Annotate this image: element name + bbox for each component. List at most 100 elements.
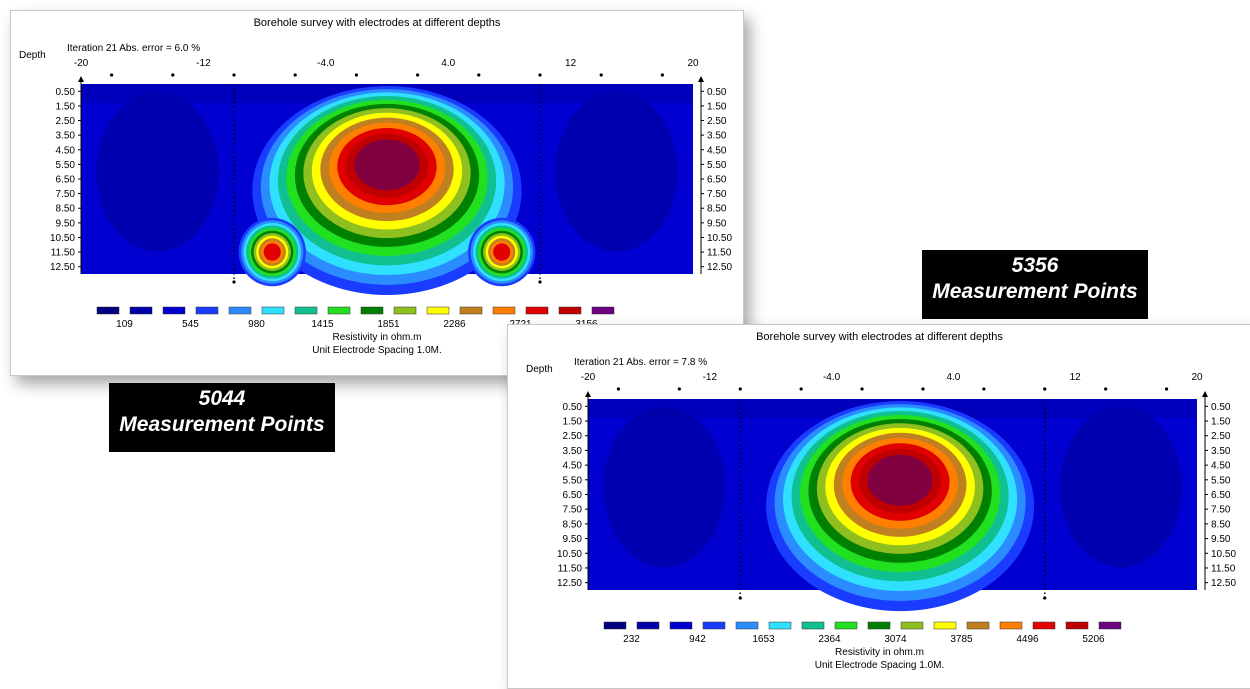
depth-tick-label: 3.50 <box>563 446 583 457</box>
depth-tick-label-right: 10.50 <box>1211 549 1236 560</box>
depth-tick-label-right: 12.50 <box>707 262 732 273</box>
legend-swatch <box>96 306 120 315</box>
legend-value: 109 <box>116 319 133 330</box>
electrode-spacing-label: Unit Electrode Spacing 1.0M. <box>815 660 945 671</box>
measurement-text-1: Measurement Points <box>119 413 325 436</box>
x-tick-label: 4.0 <box>946 372 960 383</box>
legend-value: 3785 <box>950 634 973 645</box>
legend-swatch <box>591 306 615 315</box>
legend-swatch <box>558 306 582 315</box>
resistivity-contour <box>263 243 281 261</box>
depth-tick-label-right: 4.50 <box>1211 461 1231 472</box>
legend-value: 232 <box>623 634 640 645</box>
resistivity-contour <box>493 243 511 261</box>
legend-value: 980 <box>248 319 265 330</box>
electrode-dot <box>677 387 681 391</box>
depth-tick-label: 4.50 <box>56 145 76 156</box>
depth-tick-label-right: 0.50 <box>1211 402 1231 413</box>
x-tick-label: -20 <box>581 372 596 383</box>
depth-tick-label: 6.50 <box>56 175 76 186</box>
x-tick-label: -12 <box>703 372 718 383</box>
legend-swatch <box>900 621 924 630</box>
legend-swatch <box>603 621 627 630</box>
depth-tick-label-right: 8.50 <box>707 204 727 215</box>
legend-swatch <box>360 306 384 315</box>
iteration-label: Iteration 21 Abs. error = 7.8 % <box>574 357 707 368</box>
resistivity-contour <box>867 454 933 506</box>
x-tick-label: -4.0 <box>823 372 841 383</box>
depth-tick-label: 7.50 <box>56 189 76 200</box>
electrode-dot <box>1164 387 1169 391</box>
depth-tick-label-right: 6.50 <box>707 175 727 186</box>
depth-tick-label-right: 4.50 <box>707 145 727 156</box>
background-region <box>1059 406 1182 568</box>
depth-tick-label-right: 3.50 <box>707 131 727 142</box>
depth-tick-label: 9.50 <box>563 534 583 545</box>
legend-value: 3074 <box>884 634 907 645</box>
depth-tick-label-right: 0.50 <box>707 87 727 98</box>
depth-tick-label-right: 3.50 <box>1211 446 1231 457</box>
left-axis-arrow <box>585 391 591 397</box>
borehole-dot <box>1043 596 1047 600</box>
chart-title: Borehole survey with electrodes at diffe… <box>254 17 501 29</box>
background-region <box>603 406 726 568</box>
legend-value: 2364 <box>818 634 841 645</box>
legend-swatch <box>867 621 891 630</box>
depth-tick-label: 2.50 <box>563 431 583 442</box>
depth-tick-label-right: 7.50 <box>1211 505 1231 516</box>
legend-swatch <box>801 621 825 630</box>
electrode-dot <box>738 387 742 391</box>
depth-tick-label-right: 1.50 <box>1211 417 1231 428</box>
depth-tick-label: 11.50 <box>558 563 583 574</box>
legend-swatch <box>933 621 957 630</box>
legend-swatch <box>669 621 693 630</box>
survey-panel-2: Borehole survey with electrodes at diffe… <box>507 324 1250 689</box>
borehole-dot <box>538 280 542 284</box>
legend-swatch <box>525 306 549 315</box>
electrode-dot <box>477 73 481 77</box>
electrode-dot <box>599 73 603 77</box>
depth-tick-label-right: 5.50 <box>707 160 727 171</box>
depth-tick-label: 11.50 <box>51 248 76 259</box>
legend-swatch <box>834 621 858 630</box>
legend-value: 545 <box>182 319 199 330</box>
left-axis-arrow <box>78 76 84 82</box>
depth-tick-label: 10.50 <box>557 549 582 560</box>
electrode-dot <box>416 73 420 77</box>
depth-tick-label-right: 11.50 <box>707 248 732 259</box>
depth-tick-label: 0.50 <box>56 87 76 98</box>
survey-chart-1: Borehole survey with electrodes at diffe… <box>19 17 732 356</box>
legend-swatch <box>261 306 285 315</box>
borehole-dot <box>232 280 236 284</box>
x-tick-label: 12 <box>1070 372 1082 383</box>
borehole-dot <box>738 596 742 600</box>
electrode-dot <box>538 73 542 77</box>
depth-tick-label: 6.50 <box>563 490 583 501</box>
electrode-dot <box>293 73 297 77</box>
depth-tick-label: 12.50 <box>50 262 75 273</box>
depth-tick-label: 1.50 <box>563 417 583 428</box>
legend-swatch <box>636 621 660 630</box>
depth-label: Depth <box>526 364 553 375</box>
depth-tick-label-right: 5.50 <box>1211 475 1231 486</box>
legend-swatch <box>327 306 351 315</box>
depth-tick-label: 0.50 <box>563 402 583 413</box>
x-tick-label: 20 <box>1191 372 1203 383</box>
depth-tick-label-right: 9.50 <box>1211 534 1231 545</box>
depth-tick-label-right: 8.50 <box>1211 519 1231 530</box>
legend-value: 5206 <box>1082 634 1105 645</box>
legend-value: 1415 <box>311 319 334 330</box>
electrode-dot <box>982 387 986 391</box>
legend-swatch <box>1098 621 1122 630</box>
legend-value: 2286 <box>443 319 466 330</box>
legend-swatch <box>426 306 450 315</box>
legend-swatch <box>492 306 516 315</box>
resistivity-label: Resistivity in ohm.m <box>333 332 422 343</box>
depth-tick-label: 12.50 <box>557 578 582 589</box>
depth-tick-label: 5.50 <box>56 160 76 171</box>
electrode-dot <box>1043 387 1047 391</box>
depth-label: Depth <box>19 50 46 61</box>
x-tick-label: 4.0 <box>441 58 455 69</box>
electrode-dot <box>1104 387 1108 391</box>
resistivity-label: Resistivity in ohm.m <box>835 647 924 658</box>
